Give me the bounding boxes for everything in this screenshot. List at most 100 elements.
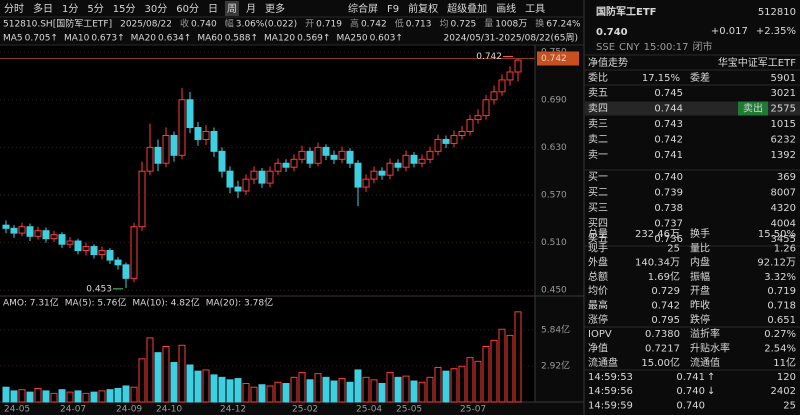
quote-value: 67.24%	[546, 20, 581, 30]
candle-body	[282, 162, 290, 168]
change: +0.017	[711, 26, 748, 37]
volume-bar	[90, 391, 98, 403]
candle-body	[346, 150, 354, 164]
volume-bar	[386, 371, 394, 403]
x-tick-label: 24-10	[156, 405, 182, 415]
candle-body	[338, 150, 346, 160]
stat-label: 内盘	[690, 256, 710, 269]
fund-stat-value: 0.27%	[764, 329, 796, 340]
candle-body	[170, 134, 178, 156]
stat-value: 1.26	[774, 243, 796, 254]
stat-label: 振幅	[690, 270, 710, 283]
tool-button[interactable]: 综合屏	[348, 2, 378, 15]
volume-bar	[210, 374, 218, 403]
volume-bar	[338, 378, 346, 403]
tool-button[interactable]: 前复权	[408, 2, 438, 15]
stat-label: 现手	[588, 241, 608, 254]
candle-body	[234, 186, 242, 192]
candle-body	[2, 224, 10, 229]
volume-bar	[466, 357, 474, 403]
volume-bar	[266, 385, 274, 403]
tool-button[interactable]: 画线	[496, 2, 516, 15]
sell-button-bg[interactable]	[738, 101, 768, 116]
candle-body	[178, 99, 186, 156]
stat-label: 量比	[690, 242, 710, 254]
stat-label: 总额	[588, 270, 608, 283]
volume-bar	[58, 389, 66, 403]
sell-button[interactable]: 卖出	[743, 102, 763, 115]
book-label: 买二	[588, 187, 608, 199]
volume-bar	[66, 391, 74, 403]
candle-body	[498, 79, 506, 93]
quote-value: 0.740	[191, 20, 217, 30]
period-tab[interactable]: 1分	[62, 3, 78, 15]
quote-value: 3.06%(0.022)	[236, 20, 297, 30]
book-price: 0.743	[654, 119, 683, 130]
period-tab[interactable]: 月	[246, 3, 256, 15]
volume-bar	[258, 384, 266, 403]
trade-time: 14:59:56	[588, 386, 633, 397]
trade-direction: ↓	[707, 386, 715, 397]
change-pct: +2.35%	[756, 26, 796, 37]
volume-bar	[322, 376, 330, 403]
y-tick-label: 0.570	[541, 191, 567, 201]
candle-body	[138, 170, 146, 228]
volume-bar	[274, 381, 282, 403]
y-tick-label: 0.510	[541, 238, 567, 248]
period-tab[interactable]: 15分	[113, 3, 136, 15]
book-price: 0.740	[654, 172, 683, 183]
candle-body	[186, 99, 194, 129]
tool-button[interactable]: F9	[387, 4, 399, 15]
tool-button[interactable]: 超级叠加	[447, 2, 487, 15]
x-tick-label: 24-12	[220, 405, 246, 415]
y-tick-label: 5.84亿	[541, 323, 570, 335]
candle-body	[130, 226, 138, 279]
volume-header: AMO: 7.31亿	[3, 297, 59, 309]
volume-bar	[218, 376, 226, 403]
trade-time: 14:59:53	[588, 372, 633, 383]
candle-body	[506, 71, 514, 81]
period-tab[interactable]: 30分	[144, 3, 167, 15]
period-tab[interactable]: 多日	[33, 2, 53, 15]
candle-body	[250, 170, 258, 180]
candle-body	[402, 154, 410, 168]
volume-bar	[162, 346, 170, 403]
quote-label: 换	[535, 18, 544, 30]
volume-bar	[98, 390, 106, 403]
tool-button[interactable]: 工具	[525, 3, 545, 15]
nav-tab[interactable]: 净值走势	[588, 56, 628, 69]
period-tab[interactable]: 60分	[176, 3, 199, 15]
period-tab[interactable]: 分时	[4, 3, 24, 15]
market-meta: 15:00:17	[644, 42, 689, 53]
stat-value: 0.729	[651, 286, 680, 297]
trade-volume: 25	[783, 400, 796, 411]
trade-price: 0.740	[676, 400, 705, 411]
fund-stat-value: 0.7217	[645, 344, 680, 355]
book-label: 卖一	[588, 149, 608, 161]
volume-bar	[18, 389, 26, 403]
volume-bar	[114, 387, 122, 403]
candle-body	[122, 264, 130, 279]
book-volume: 6232	[771, 135, 796, 146]
period-tab[interactable]: 周	[227, 3, 237, 15]
volume-bar	[458, 365, 466, 403]
volume-bar	[10, 390, 18, 403]
fund-stat-value: 2.54%	[764, 344, 796, 355]
candle-body	[298, 150, 306, 160]
quote-label: 收	[180, 18, 189, 30]
volume-bar	[402, 375, 410, 403]
volume-bar	[122, 385, 130, 403]
volume-bar	[354, 369, 362, 403]
period-tab[interactable]: 更多	[265, 2, 285, 15]
candle-body	[114, 259, 122, 266]
volume-bar	[26, 391, 34, 403]
candle-body	[482, 99, 490, 117]
period-tab[interactable]: 5分	[87, 3, 103, 15]
fund-stat-value: 15.00亿	[641, 356, 680, 369]
period-tab[interactable]: 日	[208, 4, 218, 15]
quote-label: 低	[395, 18, 404, 30]
volume-header: MA(10): 4.82亿	[132, 297, 199, 309]
fund-stat-label: 净值	[588, 342, 608, 355]
low-label: 0.453	[86, 284, 112, 294]
